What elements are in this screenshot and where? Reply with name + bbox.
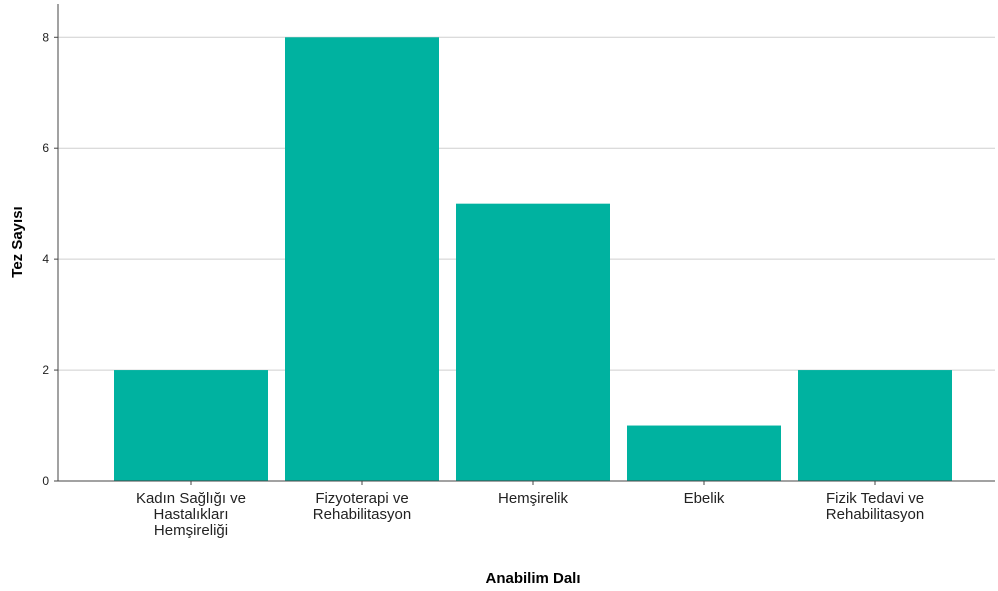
x-tick-label-line: Kadın Sağlığı ve (136, 490, 246, 507)
y-tick-label: 4 (42, 252, 49, 266)
x-tick-label-line: Fizik Tedavi ve (826, 490, 924, 507)
x-tick-labels: Kadın Sağlığı ve Hastalıkları Hemşireliği F… (136, 481, 924, 539)
x-tick-label-line: Fizyoterapi ve (315, 490, 408, 507)
y-tick-label: 0 (42, 474, 49, 488)
x-tick-label: Fizyoterapi ve Rehabilitasyon (313, 490, 411, 523)
bar (114, 370, 268, 481)
bar (285, 37, 439, 482)
x-tick-label-line: Ebelik (684, 490, 725, 507)
y-tick-label: 6 (42, 141, 49, 155)
x-tick-label-line: Hemşirelik (498, 490, 569, 507)
x-tick-label: Hemşirelik (498, 490, 569, 507)
x-tick-label-line: Rehabilitasyon (826, 506, 924, 523)
x-tick-label: Ebelik (684, 490, 725, 507)
x-axis-title: Anabilim Dalı (485, 570, 580, 587)
x-tick-label-line: Hastalıkları (153, 506, 228, 523)
bars (114, 37, 952, 482)
x-tick-label: Fizik Tedavi ve Rehabilitasyon (826, 490, 924, 523)
x-tick-label-line: Hemşireliği (154, 522, 228, 539)
bar (798, 370, 952, 481)
y-tick-label: 2 (42, 363, 49, 377)
x-tick-label-line: Rehabilitasyon (313, 506, 411, 523)
axes (57, 4, 995, 482)
y-tick-label: 8 (42, 30, 49, 44)
y-axis-title: Tez Sayısı (9, 206, 26, 277)
y-tick-labels: 0 2 4 6 8 (42, 30, 58, 488)
bar (456, 203, 610, 481)
bar (627, 425, 781, 481)
x-tick-label: Kadın Sağlığı ve Hastalıkları Hemşireliği (136, 490, 246, 539)
